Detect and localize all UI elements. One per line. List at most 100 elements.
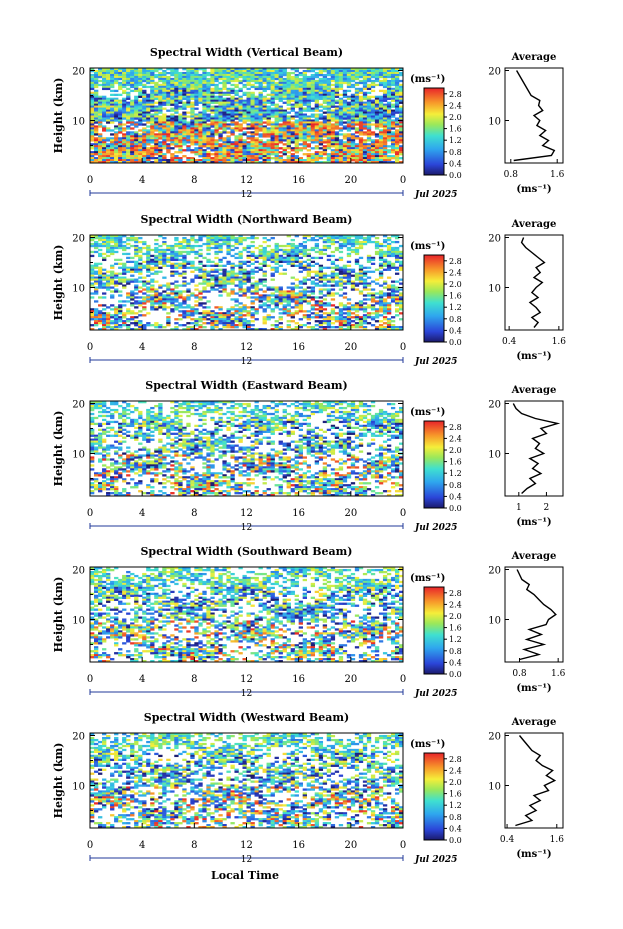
heatmap-cell — [326, 105, 332, 108]
heatmap-cell — [138, 133, 143, 136]
heatmap-cell — [94, 125, 99, 128]
heatmap-cell — [318, 235, 324, 238]
heatmap-cell — [234, 240, 239, 244]
heatmap-cell — [370, 103, 376, 106]
heatmap-cell — [386, 101, 392, 104]
heatmap-cell — [262, 236, 267, 240]
heatmap-cell — [390, 284, 396, 287]
heatmap-cell — [142, 103, 147, 106]
heatmap-cell — [294, 286, 299, 289]
heatmap-cell — [342, 127, 348, 130]
heatmap-cell — [162, 252, 167, 256]
heatmap-cell — [310, 304, 316, 307]
heatmap-cell — [126, 117, 131, 120]
heatmap-cell — [262, 131, 267, 134]
heatmap-cell — [366, 157, 372, 160]
heatmap-cell — [366, 133, 372, 136]
heatmap-cell — [294, 127, 299, 130]
heatmap-cell — [342, 308, 348, 311]
heatmap-cell — [390, 288, 396, 291]
profile-x-tick-label: 0.8 — [504, 170, 519, 180]
heatmap-cell — [94, 131, 99, 134]
heatmap-cell — [146, 81, 151, 85]
heatmap-cell — [302, 153, 307, 156]
heatmap-cell — [354, 155, 360, 158]
heatmap-cell — [122, 85, 127, 89]
heatmap-cell — [230, 91, 235, 95]
heatmap-cell — [322, 125, 328, 128]
heatmap-cell — [122, 141, 127, 144]
heatmap-cell — [262, 129, 267, 132]
heatmap-cell — [314, 274, 320, 277]
heatmap-cell — [194, 121, 199, 124]
heatmap-cell — [290, 147, 295, 150]
heatmap-cell — [238, 235, 243, 238]
heatmap-cell — [206, 284, 211, 287]
heatmap-cell — [122, 89, 127, 93]
heatmap-cell — [314, 89, 320, 93]
heatmap-cell — [94, 145, 99, 148]
heatmap-cell — [394, 109, 400, 112]
panel-title: Spectral Width (Northward Beam) — [141, 213, 353, 226]
heatmap-cell — [222, 155, 227, 158]
heatmap-cell — [226, 145, 231, 148]
heatmap-cell — [370, 139, 376, 142]
heatmap-cell — [94, 143, 99, 146]
heatmap-cell — [134, 151, 139, 154]
heatmap-cell — [134, 125, 139, 128]
heatmap-cell — [258, 115, 263, 118]
heatmap-cell — [386, 79, 392, 83]
heatmap-cell — [158, 111, 163, 114]
heatmap-cell — [238, 133, 243, 136]
heatmap-cell — [138, 99, 143, 102]
heatmap-cell — [326, 68, 332, 71]
heatmap-cell — [182, 125, 187, 128]
heatmap-cell — [230, 248, 235, 252]
heatmap-cell — [154, 125, 159, 128]
heatmap-cell — [138, 145, 143, 148]
heatmap-cell — [234, 85, 239, 89]
heatmap-cell — [178, 272, 183, 275]
heatmap-cell — [298, 139, 303, 142]
heatmap-cell — [158, 254, 163, 258]
heatmap-cell — [354, 121, 360, 124]
heatmap-cell — [274, 141, 279, 144]
heatmap-cell — [246, 73, 251, 77]
heatmap-cell — [250, 117, 255, 120]
heatmap-cell — [158, 68, 163, 71]
heatmap-cell — [214, 252, 219, 256]
heatmap-cell — [274, 242, 279, 246]
heatmap-cell — [230, 268, 235, 271]
heatmap-cell — [286, 252, 291, 256]
heatmap-cell — [146, 129, 151, 132]
heatmap-cell — [130, 79, 135, 83]
heatmap-cell — [154, 292, 159, 295]
heatmap-cell — [290, 129, 295, 132]
heatmap-cell — [322, 85, 328, 89]
heatmap-cell — [286, 87, 291, 91]
heatmap-cell — [234, 141, 239, 144]
heatmap-cell — [214, 83, 219, 87]
heatmap-cell — [142, 117, 147, 120]
heatmap-cell — [274, 103, 279, 106]
heatmap-cell — [382, 238, 388, 242]
heatmap-cell — [282, 244, 287, 248]
heatmap-cell — [134, 254, 139, 258]
heatmap-cell — [382, 113, 388, 116]
heatmap-cell — [234, 71, 239, 75]
heatmap-cell — [178, 274, 183, 277]
heatmap-cell — [330, 272, 336, 275]
heatmap-cell — [126, 278, 131, 281]
heatmap-cell — [382, 304, 388, 307]
heatmap-cell — [138, 161, 143, 164]
heatmap-cell — [222, 81, 227, 85]
heatmap-cell — [394, 155, 400, 158]
heatmap-cell — [266, 113, 271, 116]
heatmap-cell — [342, 117, 348, 120]
heatmap-cell — [254, 149, 259, 152]
heatmap-cell — [170, 262, 175, 265]
heatmap-cell — [130, 235, 135, 238]
heatmap-cell — [242, 105, 247, 108]
heatmap-cell — [110, 274, 115, 277]
heatmap-cell — [298, 103, 303, 106]
